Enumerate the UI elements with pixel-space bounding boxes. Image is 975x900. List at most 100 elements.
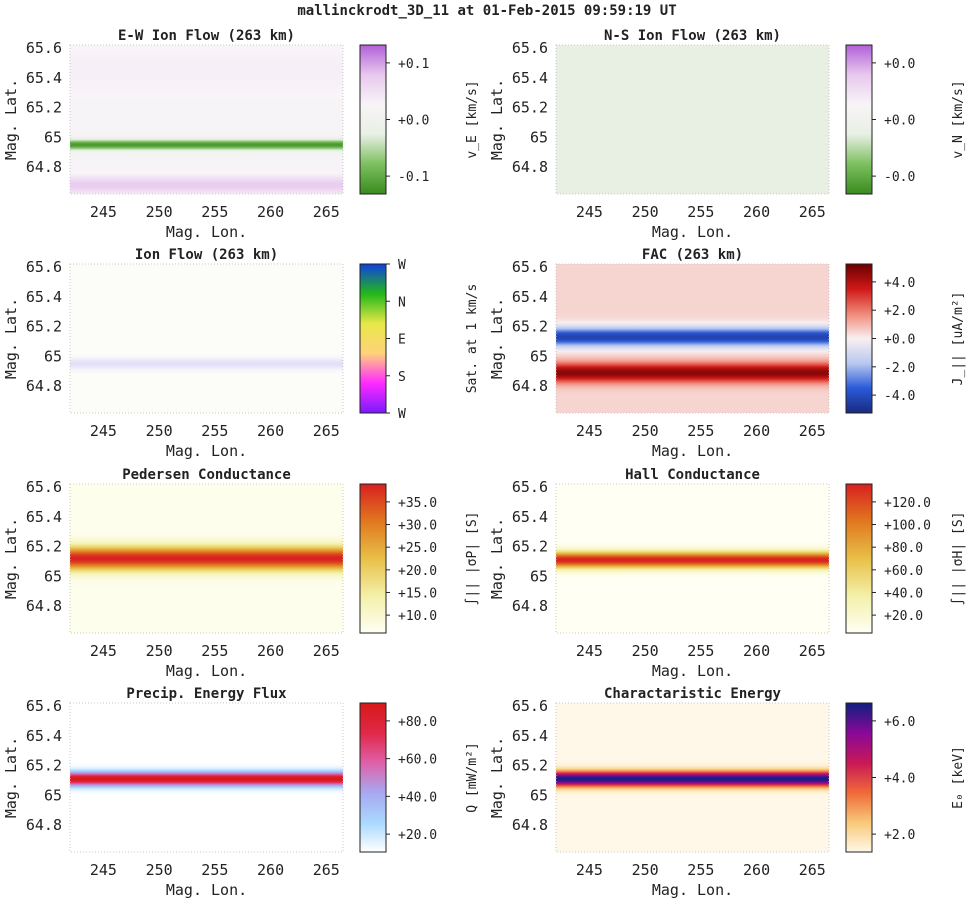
y-tick-label: 65.6 xyxy=(512,697,548,715)
x-tick-label: 245 xyxy=(90,203,117,221)
y-tick-label: 65.6 xyxy=(512,39,548,57)
figure-title: mallinckrodt_3D_11 at 01-Feb-2015 09:59:… xyxy=(297,3,676,19)
heatmap-image xyxy=(70,484,343,633)
colorbar xyxy=(845,702,873,853)
chart-title: Ion Flow (263 km) xyxy=(135,247,278,263)
colorbar-tick-label: +25.0 xyxy=(398,541,437,556)
x-tick-label: 265 xyxy=(313,422,340,440)
x-tick-label: 260 xyxy=(257,861,284,879)
heatmap-image xyxy=(556,264,829,413)
x-tick-label: 265 xyxy=(799,642,826,660)
colorbar-tick-label: +60.0 xyxy=(398,753,437,768)
colorbar xyxy=(359,263,387,414)
x-tick-label: 250 xyxy=(632,642,659,660)
colorbar-label: ∫|| |σH| [S] xyxy=(950,512,966,606)
x-tick-label: 255 xyxy=(687,203,714,221)
colorbar xyxy=(359,44,387,195)
plot-frame xyxy=(555,44,830,195)
colorbar-tick-label: -2.0 xyxy=(884,361,915,376)
colorbar-tick-label: N xyxy=(398,295,406,310)
colorbar-tick-label: -0.0 xyxy=(884,170,915,185)
colorbar-label: E₀ [keV] xyxy=(951,746,966,809)
x-tick-label: 250 xyxy=(632,422,659,440)
heatmap-image xyxy=(556,484,829,633)
chart-title: Precip. Energy Flux xyxy=(126,686,287,702)
x-tick-label: 260 xyxy=(743,422,770,440)
y-tick-label: 65.6 xyxy=(26,478,62,496)
colorbar-tick-label: W xyxy=(398,258,406,273)
chart-title: Charactaristic Energy xyxy=(604,686,782,702)
colorbar xyxy=(845,483,873,634)
y-tick-label: 64.8 xyxy=(512,816,548,834)
x-axis-label: Mag. Lon. xyxy=(166,442,247,460)
x-tick-label: 250 xyxy=(146,422,173,440)
colorbar-tick-label: +0.0 xyxy=(884,114,915,129)
plot-frame xyxy=(555,483,830,634)
x-tick-label: 245 xyxy=(576,422,603,440)
colorbar-tick-label: +0.0 xyxy=(884,57,915,72)
x-tick-label: 255 xyxy=(687,422,714,440)
chart-panel: Pedersen Conductance 245 250 255 260 265 Mag. … xyxy=(2,467,480,680)
colorbar-label: Q [mW/m²] xyxy=(465,742,480,812)
y-tick-label: 65 xyxy=(44,128,62,146)
x-axis-label: Mag. Lon. xyxy=(166,662,247,680)
colorbar-label: J_|| [uA/m²] xyxy=(951,292,966,386)
x-tick-label: 245 xyxy=(90,642,117,660)
y-axis-label: Mag. Lat. xyxy=(2,737,20,818)
x-tick-label: 245 xyxy=(90,861,117,879)
y-tick-label: 65 xyxy=(44,786,62,804)
y-axis-label: Mag. Lat. xyxy=(488,298,506,379)
x-tick-label: 265 xyxy=(313,642,340,660)
y-tick-label: 65.6 xyxy=(26,39,62,57)
heatmap-image xyxy=(70,264,343,413)
plot-frame xyxy=(555,702,830,853)
y-tick-label: 65.2 xyxy=(512,99,548,117)
y-axis-label: Mag. Lat. xyxy=(2,79,20,160)
y-tick-label: 65.4 xyxy=(512,288,548,306)
x-tick-label: 260 xyxy=(257,203,284,221)
y-tick-label: 64.8 xyxy=(512,377,548,395)
x-tick-label: 255 xyxy=(201,203,228,221)
y-tick-label: 64.8 xyxy=(26,377,62,395)
chart-title: N-S Ion Flow (263 km) xyxy=(604,28,781,44)
x-tick-label: 265 xyxy=(799,203,826,221)
x-axis-label: Mag. Lon. xyxy=(652,442,733,460)
x-axis-label: Mag. Lon. xyxy=(166,881,247,899)
x-tick-label: 250 xyxy=(146,861,173,879)
y-tick-label: 64.8 xyxy=(512,158,548,176)
plot-frame xyxy=(555,263,830,414)
y-tick-label: 65.6 xyxy=(26,697,62,715)
colorbar-tick-label: +60.0 xyxy=(884,564,923,579)
x-tick-label: 245 xyxy=(576,861,603,879)
y-axis-label: Mag. Lat. xyxy=(488,79,506,160)
colorbar-tick-label: +10.0 xyxy=(398,609,437,624)
colorbar-tick-label: +30.0 xyxy=(398,519,437,534)
y-axis-label: Mag. Lat. xyxy=(488,518,506,599)
x-tick-label: 265 xyxy=(799,861,826,879)
y-tick-label: 65 xyxy=(530,128,548,146)
x-tick-label: 250 xyxy=(632,861,659,879)
y-tick-label: 65 xyxy=(530,347,548,365)
chart-title: Hall Conductance xyxy=(625,467,760,483)
colorbar xyxy=(359,702,387,853)
colorbar-tick-label: -4.0 xyxy=(884,389,915,404)
colorbar xyxy=(845,263,873,414)
colorbar-label: v_E [km/s] xyxy=(465,80,480,158)
y-tick-label: 65 xyxy=(44,347,62,365)
colorbar-tick-label: +100.0 xyxy=(884,519,931,534)
chart-panel: FAC (263 km) 245 250 255 260 265 Mag. Lon. 64.8… xyxy=(488,247,966,460)
colorbar-tick-label: +80.0 xyxy=(884,541,923,556)
y-tick-label: 65.2 xyxy=(512,757,548,775)
x-tick-label: 255 xyxy=(201,861,228,879)
y-tick-label: 65.4 xyxy=(512,508,548,526)
y-tick-label: 64.8 xyxy=(26,597,62,615)
colorbar-label: Sat. at 1 km/s xyxy=(465,284,480,394)
y-tick-label: 64.8 xyxy=(512,597,548,615)
colorbar-tick-label: +2.0 xyxy=(884,304,915,319)
colorbar-tick-label: +80.0 xyxy=(398,715,437,730)
colorbar-tick-label: +20.0 xyxy=(398,564,437,579)
colorbar-tick-label: +0.1 xyxy=(398,57,429,72)
colorbar-tick-label: +2.0 xyxy=(884,828,915,843)
y-tick-label: 65.2 xyxy=(512,538,548,556)
y-tick-label: 65.6 xyxy=(512,258,548,276)
